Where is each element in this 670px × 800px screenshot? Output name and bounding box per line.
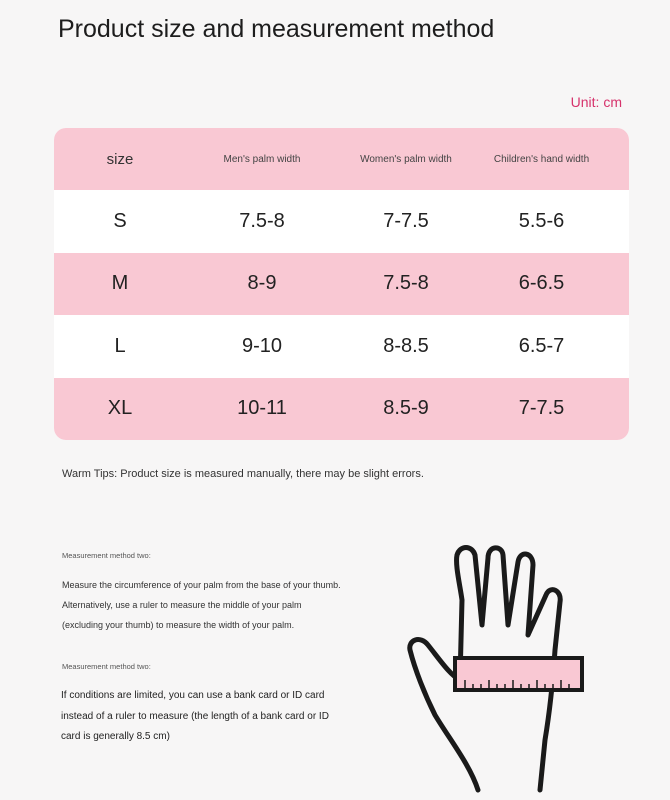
warm-tips: Warm Tips: Product size is measured manu… — [62, 468, 424, 480]
header-women: Women's palm width — [360, 153, 452, 165]
table-row: M 8-9 7.5-8 6-6.5 — [54, 252, 629, 316]
women-cell: 8-8.5 — [383, 334, 429, 357]
header-size: size — [106, 150, 134, 168]
method-text: Measure the circumference of your palm f… — [62, 580, 341, 630]
men-cell: 7.5-8 — [239, 210, 285, 233]
method-label: Measurement method two: — [62, 551, 151, 560]
table-row: XL 10-11 8.5-9 7-7.5 — [54, 377, 629, 440]
size-cell: L — [114, 334, 126, 357]
size-cell: XL — [107, 397, 133, 420]
table-header: size Men's palm width Women's palm width… — [54, 128, 629, 191]
size-cell: M — [111, 272, 129, 295]
hand-with-ruler-icon — [407, 545, 584, 793]
children-cell: 5.5-6 — [518, 210, 565, 233]
size-table: size Men's palm width Women's palm width… — [54, 128, 629, 440]
men-cell: 8-9 — [247, 272, 277, 295]
children-cell: 6-6.5 — [518, 272, 565, 295]
size-cell: S — [113, 210, 127, 233]
header-men: Men's palm width — [223, 153, 301, 165]
page-title: Product size and measurement method — [58, 15, 495, 43]
children-cell: 7-7.5 — [518, 397, 565, 420]
unit-label: Unit: cm — [570, 94, 622, 110]
method-label: Measurement method two: — [62, 662, 151, 671]
table-row: L 9-10 8-8.5 6.5-7 — [54, 315, 629, 378]
men-cell: 9-10 — [241, 334, 283, 357]
children-cell: 6.5-7 — [518, 334, 565, 357]
men-cell: 10-11 — [237, 397, 287, 420]
method-text: If conditions are limited, you can use a… — [61, 690, 329, 742]
women-cell: 7.5-8 — [383, 272, 429, 295]
table-row: S 7.5-8 7-7.5 5.5-6 — [54, 190, 629, 253]
header-children: Children's hand width — [493, 153, 590, 165]
women-cell: 8.5-9 — [383, 397, 429, 420]
women-cell: 7-7.5 — [383, 210, 429, 233]
